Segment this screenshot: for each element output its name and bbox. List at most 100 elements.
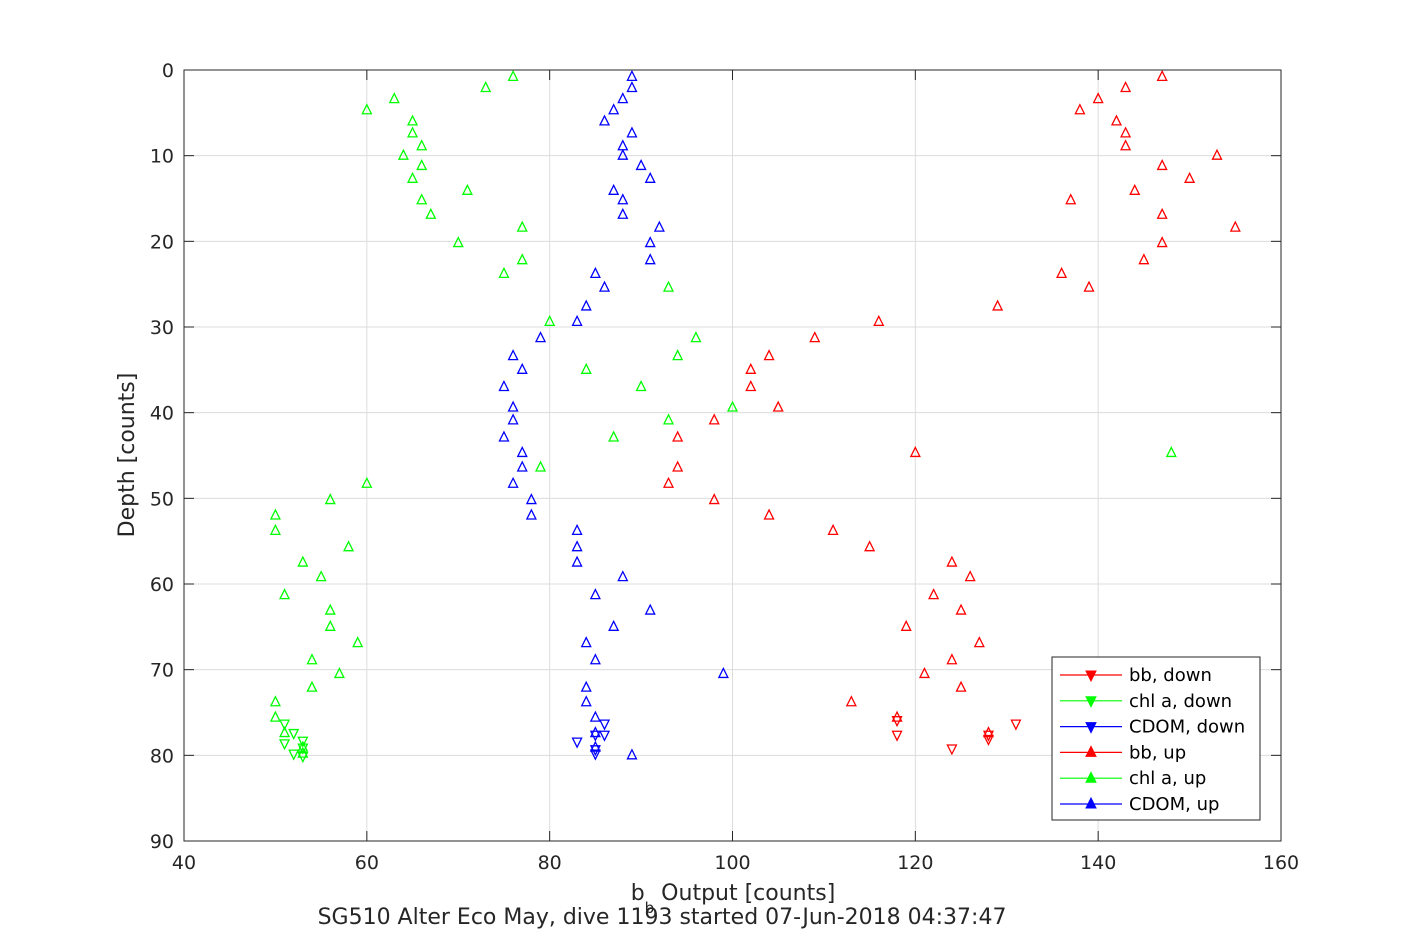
data-point [589,710,601,722]
legend-entry: chl a, up [1060,768,1206,789]
data-point [946,653,958,665]
data-point [928,588,940,600]
x-tick-label: 140 [1080,852,1116,874]
y-tick-label: 30 [150,317,174,339]
data-point [480,81,492,93]
y-tick-label: 50 [150,488,174,510]
series-bb-up [662,69,1241,738]
data-point [598,114,611,126]
legend-label: chl a, down [1129,691,1232,712]
data-point [269,710,281,722]
data-point [425,207,437,219]
data-point [534,331,547,343]
data-point [279,588,291,600]
data-point [772,400,784,412]
data-point [388,92,400,104]
data-point [498,430,510,442]
data-point [452,236,464,248]
data-point [516,460,528,472]
data-point [580,680,592,692]
data-point [580,299,592,311]
data-point [1056,266,1068,279]
data-point [598,719,611,731]
data-point [1156,236,1168,248]
legend-entry: chl a, down [1060,691,1232,712]
data-point [617,92,629,104]
legend-label: CDOM, up [1129,794,1219,815]
data-point [279,719,291,731]
data-point [1211,148,1223,160]
data-point [516,220,528,232]
data-point [306,680,318,692]
data-point [964,570,976,582]
data-point [571,737,583,749]
data-point [516,445,528,458]
data-point [608,619,620,631]
data-point [946,744,958,756]
y-tick-label: 90 [150,831,174,853]
data-point [745,362,757,374]
data-point [845,695,857,707]
data-point [873,314,885,327]
data-point [617,148,629,160]
data-point [1184,171,1196,183]
data-point [644,171,656,183]
legend: bb, down chl a, down CDOM, down bb, up chl a… [1051,656,1261,821]
chart-caption: SG510 Alter Eco May, dive 1193 started 0… [318,905,1007,930]
data-point [1138,253,1150,265]
legend-marker [1085,722,1097,734]
data-point [571,555,583,567]
data-point [672,460,684,472]
data-point [617,207,629,219]
data-point [726,400,739,412]
data-point [626,69,638,82]
x-tick-label: 120 [897,852,933,874]
y-tick-label: 60 [150,574,174,596]
data-point [745,380,757,392]
data-point [324,493,336,505]
data-point [1065,193,1077,205]
data-point [827,523,839,536]
x-tick-label: 80 [538,852,562,874]
data-point [1120,81,1132,93]
legend-marker [1085,696,1097,708]
data-point [544,314,556,327]
data-point [507,69,519,82]
data-point [589,653,601,665]
legend-entry: bb, down [1060,665,1212,686]
data-point [626,748,638,760]
legend-entry: CDOM, down [1060,717,1245,738]
data-markers [269,69,1241,764]
data-point [608,103,620,115]
data-point [1229,220,1241,232]
data-point [708,493,720,505]
data-point [416,193,428,205]
data-point [580,362,592,374]
data-point [461,183,473,195]
data-point [644,603,656,615]
data-point [626,81,638,93]
data-point [297,743,309,755]
legend-entry: bb, up [1060,742,1186,763]
data-point [352,636,364,648]
y-tick-label: 70 [150,660,174,682]
data-point [498,266,510,279]
data-point [662,476,675,488]
data-point [1129,183,1141,195]
data-point [672,430,684,442]
data-point [297,746,309,758]
legend-label: bb, up [1129,742,1186,763]
data-point [279,739,291,751]
legend-marker [1085,796,1097,809]
data-point [617,570,629,582]
x-tick-label: 160 [1263,852,1299,874]
x-tick-label: 40 [172,852,196,874]
data-point [534,460,547,472]
data-point [598,280,611,292]
data-point [580,695,592,707]
data-point [1156,69,1168,82]
data-point [1156,158,1168,171]
data-point [397,148,409,160]
data-point [891,710,903,722]
data-point [525,493,537,505]
